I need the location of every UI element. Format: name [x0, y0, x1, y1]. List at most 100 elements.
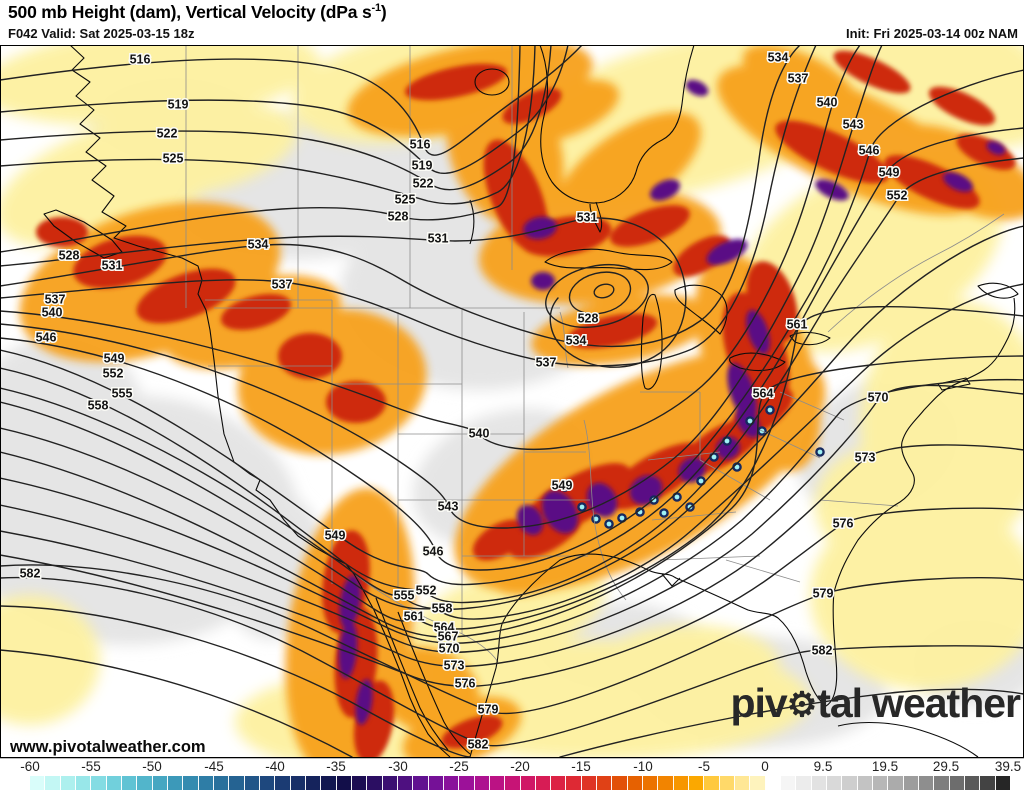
colorbar-cell [505, 776, 521, 790]
long-island [937, 377, 971, 391]
colorbar-cell [60, 776, 76, 790]
colorbar-cell [367, 776, 383, 790]
colorbar-tick--50: -50 [142, 759, 162, 774]
map-header: 500 mb Height (dam), Vertical Velocity (… [0, 0, 1024, 45]
colorbar-cell [474, 776, 490, 790]
contour-label-579: 579 [813, 587, 834, 601]
contour-label-534: 534 [248, 238, 269, 252]
colorbar-tick--20: -20 [510, 759, 530, 774]
colorbar-cell [827, 776, 843, 790]
storm-cell [696, 476, 706, 486]
contour-567 [0, 378, 1024, 644]
extreme-lift-purple-fill [338, 79, 1006, 725]
colorbar-cell [612, 776, 628, 790]
contour-label-552: 552 [887, 189, 908, 203]
colorbar-tick--60: -60 [20, 759, 40, 774]
contour-label-555: 555 [112, 387, 133, 401]
colorbar-cell [535, 776, 552, 790]
contour-low-mid [568, 271, 632, 315]
colorbar-cell [735, 776, 751, 790]
colorbar-tick--30: -30 [388, 759, 408, 774]
colorbar-cell [167, 776, 184, 790]
colorbar-cell [305, 776, 322, 790]
colorbar-tick--10: -10 [633, 759, 653, 774]
colorbar-cell [873, 776, 889, 790]
colorbar-tick--40: -40 [265, 759, 285, 774]
colorbar-cell [275, 776, 291, 790]
contour-label-531: 531 [428, 232, 449, 246]
contour-label-540: 540 [817, 96, 838, 110]
contour-label-528: 528 [578, 312, 599, 326]
contour-label-537: 537 [45, 293, 66, 307]
colorbar-cell [336, 776, 352, 790]
james-bay [589, 201, 603, 233]
colorbar-cell [459, 776, 475, 790]
lake-superior [544, 248, 673, 271]
contour-552 [0, 157, 1024, 604]
colorbar-cell [811, 776, 828, 790]
contour-label-549: 549 [104, 352, 125, 366]
logo-piv: piv [730, 680, 787, 726]
contour-label-531: 531 [577, 211, 598, 225]
lake-michigan [640, 293, 663, 390]
contour-label-layer: 516 519 522 525 516 519 522 525 528 531 528 531 534 5… [18, 49, 909, 753]
contour-537 [0, 45, 817, 367]
colorbar-cell [842, 776, 858, 790]
colorbar-cell [581, 776, 598, 790]
colorbar-cell [857, 776, 874, 790]
contour-label-543: 543 [438, 500, 459, 514]
lake-huron [674, 284, 728, 335]
colorbar-cell [91, 776, 107, 790]
contour-label-549: 549 [325, 529, 346, 543]
logo-weather: weather [872, 680, 1021, 726]
contour-label-549: 549 [879, 166, 900, 180]
contour-label-528: 528 [59, 249, 80, 263]
storm-cell [604, 519, 614, 529]
colorbar-cell [106, 776, 122, 790]
gulf-atlantic-coast [469, 297, 1016, 758]
contour-label-561: 561 [787, 318, 808, 332]
contour-label-534: 534 [768, 51, 789, 65]
gear-icon: ⚙ [786, 686, 818, 724]
contour-555 [0, 225, 1024, 610]
mexico-west-coast [397, 611, 471, 755]
contour-label-573: 573 [444, 659, 465, 673]
height-contour-layer [0, 45, 1024, 758]
colorbar-cell [689, 776, 705, 790]
contour-label-522: 522 [413, 177, 434, 191]
pivotal-weather-logo: piv⚙tal weather [730, 680, 1021, 726]
contour-label-564: 564 [434, 621, 455, 635]
colorbar-tick--55: -55 [81, 759, 101, 774]
contour-570 [0, 384, 1024, 653]
contour-528-closed [545, 264, 649, 328]
contour-label-546: 546 [423, 545, 444, 559]
contour-label-549: 549 [552, 479, 573, 493]
contour-561 [0, 305, 1024, 630]
colorbar-cell [259, 776, 276, 790]
contour-label-558: 558 [432, 602, 453, 616]
colorbar-cell [888, 776, 904, 790]
colorbar-cell [397, 776, 414, 790]
forecast-valid-time: F042 Valid: Sat 2025-03-15 18z [8, 26, 195, 41]
storm-cell [577, 502, 587, 512]
contour-585-se [559, 688, 1024, 758]
contour-label-519: 519 [412, 159, 433, 173]
colorbar-cell [597, 776, 613, 790]
colorbar-cell [903, 776, 920, 790]
contour-label-582: 582 [468, 738, 489, 752]
contour-label-570: 570 [439, 642, 460, 656]
contour-label-546: 546 [859, 144, 880, 158]
colorbar-cell [443, 776, 460, 790]
contour-564 [0, 355, 1024, 638]
contour-label-570: 570 [868, 391, 889, 405]
colorbar-cell [229, 776, 245, 790]
colorbar-cell [750, 776, 766, 790]
colorbar-cell [382, 776, 398, 790]
contour-516-a [0, 45, 583, 156]
contour-540 [0, 45, 861, 451]
colorbar-cell [198, 776, 214, 790]
colorbar-cell [627, 776, 644, 790]
contour-label-540: 540 [42, 306, 63, 320]
contour-label-576: 576 [455, 677, 476, 691]
colorbar-tick--35: -35 [326, 759, 346, 774]
